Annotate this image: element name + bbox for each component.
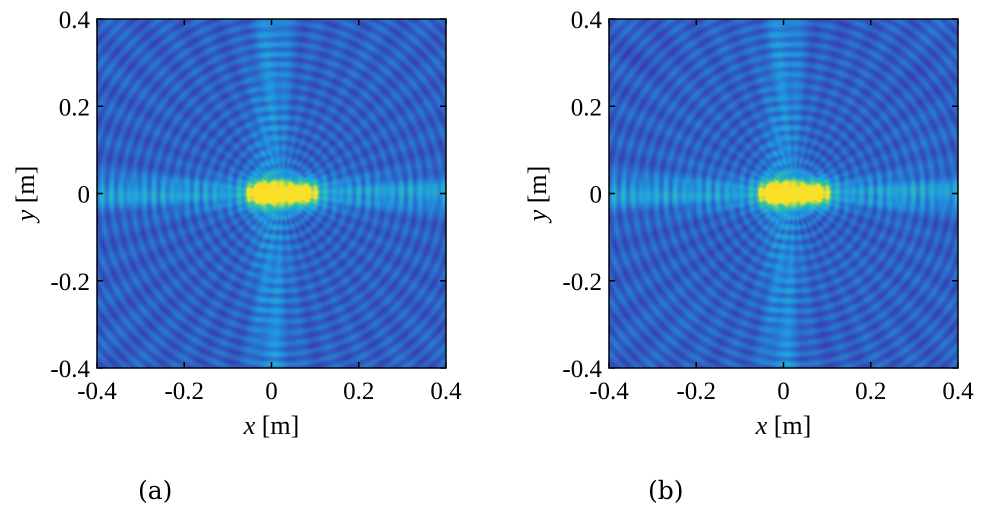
x-tick-label: 0.2 bbox=[855, 378, 886, 405]
y-tick-label: 0 bbox=[78, 182, 91, 209]
x-tick-label: 0.4 bbox=[430, 378, 462, 405]
heatmap-axes: -0.4 -0.2 0 0.2 0.4-0.4-0.200.20.4x [m]y [m] bbox=[523, 7, 974, 440]
x-tick-label: -0.4 bbox=[77, 378, 117, 405]
y-tick-label: 0.2 bbox=[571, 94, 602, 121]
x-tick-label: 0.2 bbox=[343, 378, 374, 405]
y-tick-label: -0.4 bbox=[50, 356, 90, 383]
y-tick-label: 0.4 bbox=[571, 7, 603, 34]
panel-caption: (a) bbox=[138, 476, 173, 505]
x-tick-label: -0.4 bbox=[589, 378, 629, 405]
y-tick-label: 0 bbox=[590, 182, 603, 209]
x-axis-label: x [m] bbox=[243, 411, 300, 440]
plot-frame bbox=[608, 18, 959, 369]
y-tick-label: -0.4 bbox=[562, 356, 602, 383]
x-axis-label: x [m] bbox=[755, 411, 812, 440]
x-tick-label: -0.2 bbox=[164, 378, 204, 405]
y-axis-unit: [m] bbox=[523, 166, 552, 210]
panel-caption: (b) bbox=[648, 476, 684, 505]
heatmap-image bbox=[609, 19, 958, 368]
y-axis-label: y [m] bbox=[11, 166, 40, 225]
x-axis-unit: [m] bbox=[767, 411, 811, 440]
y-tick-label: -0.2 bbox=[50, 269, 90, 296]
x-tick-label: 0 bbox=[265, 378, 278, 405]
x-axis-var: x bbox=[755, 411, 768, 440]
x-tick-label: 0 bbox=[777, 378, 790, 405]
heatmap-panel-b: -0.4 -0.2 0 0.2 0.4 -0.4 -0.2 0 0.2 0.4 x [m] y [m]… bbox=[491, 0, 982, 519]
y-tick-label: -0.2 bbox=[562, 269, 602, 296]
y-axis-unit: [m] bbox=[11, 166, 40, 210]
x-axis-var: x bbox=[243, 411, 256, 440]
heatmap-axes: -0.4 -0.2 0 0.2 0.4-0.4-0.200.20.4x [m]y [m] bbox=[11, 7, 462, 440]
heatmap-image bbox=[97, 19, 446, 368]
x-tick-label: -0.2 bbox=[676, 378, 716, 405]
x-tick-label: 0.4 bbox=[942, 378, 974, 405]
y-tick-label: 0.4 bbox=[59, 7, 91, 34]
y-axis-var: y bbox=[523, 209, 552, 224]
y-tick-label: 0.2 bbox=[59, 94, 90, 121]
plot-frame bbox=[96, 18, 447, 369]
y-axis-var: y bbox=[11, 209, 40, 224]
x-axis-unit: [m] bbox=[255, 411, 299, 440]
heatmap-panel-a: -0.4 -0.2 0 0.2 0.4 -0.4 -0.2 0 0.2 0.4 x [m] y [m]… bbox=[11, 7, 462, 505]
y-axis-label: y [m] bbox=[523, 166, 552, 225]
